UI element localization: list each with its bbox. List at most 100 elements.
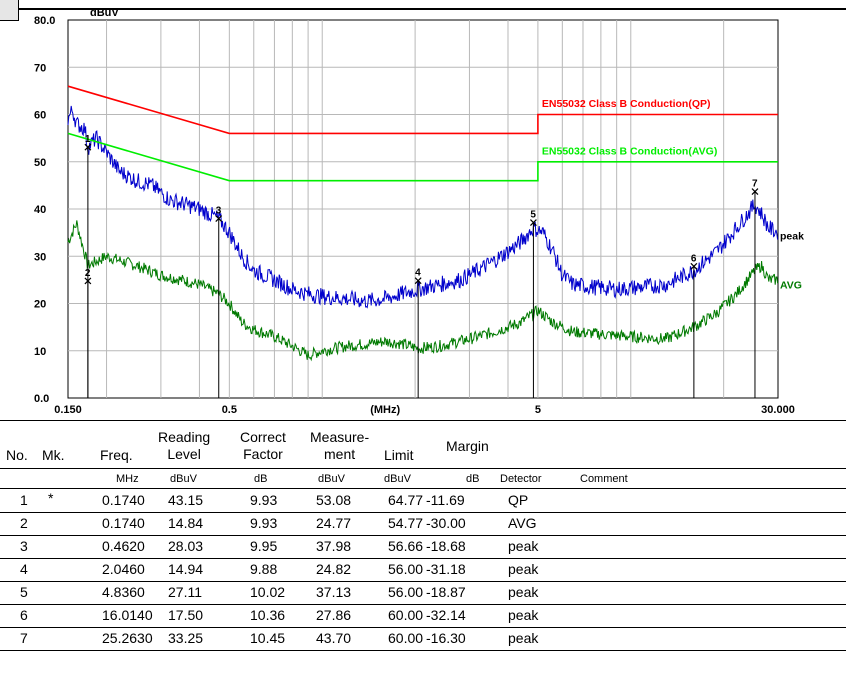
peak-trace-label: peak	[780, 231, 804, 243]
row-detector: peak	[508, 584, 539, 600]
row-no: 3	[20, 538, 28, 554]
row-measure: 27.86	[316, 607, 352, 623]
row-measure: 24.82	[316, 561, 352, 577]
marker-x	[414, 277, 422, 285]
y-tick-label: 20	[34, 299, 46, 311]
row-detector: peak	[508, 561, 539, 577]
row-detector: peak	[508, 630, 539, 646]
row-margin: -30.00	[426, 515, 466, 531]
row-rule	[0, 535, 846, 536]
row-freq: 16.0140	[102, 607, 153, 623]
unit-reading: dBuV	[170, 473, 197, 485]
row-detector: QP	[508, 492, 529, 508]
row-reading: 14.84	[168, 515, 204, 531]
header-freq: Freq.	[100, 447, 133, 463]
row-no: 2	[20, 515, 28, 531]
top-border	[0, 8, 846, 10]
y-tick-label: 30	[34, 251, 46, 263]
table-top-rule	[0, 420, 846, 421]
avg-trace-label: AVG	[780, 279, 802, 291]
row-margin: -32.14	[426, 607, 466, 623]
row-no: 5	[20, 584, 28, 600]
header-no: No.	[6, 447, 28, 463]
row-no: 6	[20, 607, 28, 623]
marker-label: 7	[752, 179, 758, 190]
marker-label: 1	[85, 134, 91, 145]
unit-correct: dB	[254, 473, 268, 485]
header-reading: Reading Level	[158, 429, 211, 462]
row-detector: peak	[508, 538, 539, 554]
row-no: 1	[20, 492, 28, 508]
row-freq: 0.4620	[102, 538, 145, 554]
row-limit: 64.77	[388, 492, 424, 508]
row-correct: 9.95	[250, 538, 278, 554]
y-tick-label: 10	[34, 346, 46, 358]
emi-chart: 80.0 70 60 50 40 30 20 10 0.0 dBuV 0.150 0.5 (MHz) 5 3…	[34, 7, 804, 416]
x-tick-label: 0.5	[222, 404, 237, 416]
avg-limit-label: EN55032 Class B Conduction(AVG)	[542, 145, 717, 157]
row-correct: 10.02	[250, 584, 286, 600]
row-mark: *	[48, 490, 54, 506]
marker-x	[690, 262, 698, 270]
marker-x	[215, 215, 223, 222]
y-tick-label: 40	[34, 204, 46, 216]
row-correct: 10.45	[250, 630, 286, 646]
row-margin: -31.18	[426, 561, 466, 577]
avg-limit-line	[67, 132, 778, 182]
row-correct: 9.93	[250, 515, 278, 531]
units-bottom-rule	[0, 488, 846, 489]
marker-label: 3	[216, 206, 222, 217]
row-rule	[0, 558, 846, 559]
x-tick-label: (MHz)	[370, 404, 400, 416]
row-detector: peak	[508, 607, 539, 623]
unit-margin: dB	[466, 473, 480, 485]
x-tick-label: 5	[535, 404, 541, 416]
corner-box	[0, 0, 19, 21]
header-margin: Margin	[446, 438, 489, 454]
row-detector: AVG	[508, 515, 537, 531]
row-margin: -18.68	[426, 538, 466, 554]
row-reading: 14.94	[168, 561, 204, 577]
y-tick-label: 60	[34, 110, 46, 122]
row-reading: 43.15	[168, 492, 204, 508]
row-rule	[0, 512, 846, 513]
y-tick-label: 0.0	[34, 393, 49, 405]
unit-measure: dBuV	[318, 473, 345, 485]
qp-limit-line	[67, 85, 778, 135]
row-freq: 25.2630	[102, 630, 153, 646]
row-reading: 27.11	[168, 584, 202, 600]
row-limit: 56.00	[388, 561, 424, 577]
qp-limit-label: EN55032 Class B Conduction(QP)	[542, 98, 711, 110]
row-reading: 28.03	[168, 538, 204, 554]
units-top-rule	[0, 468, 846, 469]
row-reading: 33.25	[168, 630, 204, 646]
row-freq: 0.1740	[102, 492, 145, 508]
header-limit: Limit	[384, 447, 414, 463]
x-tick-label: 0.150	[54, 404, 82, 416]
y-tick-label: 70	[34, 62, 46, 74]
row-margin: -11.69	[426, 492, 465, 508]
header-correct: Correct Factor	[240, 429, 286, 462]
unit-limit: dBuV	[384, 473, 411, 485]
row-measure: 24.77	[316, 515, 352, 531]
row-no: 4	[20, 561, 28, 577]
row-rule	[0, 650, 846, 651]
row-margin: -18.87	[426, 584, 466, 600]
row-correct: 9.88	[250, 561, 278, 577]
avg-trace	[67, 220, 779, 362]
row-measure: 53.08	[316, 492, 352, 508]
row-correct: 9.93	[250, 492, 278, 508]
row-limit: 60.00	[388, 630, 424, 646]
row-margin: -16.30	[426, 630, 466, 646]
header-measure: Measure-ment	[310, 429, 370, 462]
row-correct: 10.36	[250, 607, 286, 623]
row-rule	[0, 604, 846, 605]
y-axis-unit-label: dBuV	[90, 7, 119, 19]
row-limit: 54.77	[388, 515, 424, 531]
row-freq: 0.1740	[102, 515, 145, 531]
row-limit: 60.00	[388, 607, 424, 623]
row-rule	[0, 627, 846, 628]
row-freq: 2.0460	[102, 561, 145, 577]
marker-label: 6	[691, 253, 697, 264]
marker-label: 2	[85, 268, 91, 279]
